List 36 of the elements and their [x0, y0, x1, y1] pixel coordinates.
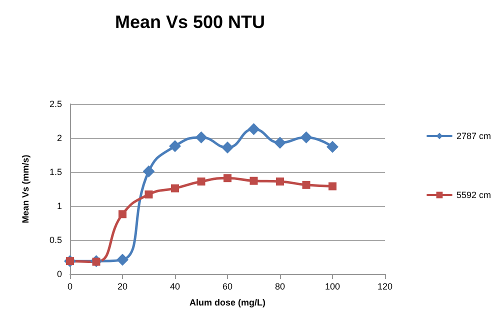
point — [222, 142, 234, 154]
point — [195, 131, 208, 144]
y-axis-title: Mean Vs (mm/s) — [20, 154, 30, 224]
point — [118, 210, 126, 218]
legend-label: 2787 cm — [456, 131, 492, 141]
point — [274, 136, 286, 149]
x-axis-title: Alum dose (mg/L) — [190, 298, 266, 308]
point — [144, 190, 153, 198]
point — [300, 131, 312, 144]
point — [224, 174, 232, 182]
y-tick-label: 0.5 — [49, 235, 62, 245]
x-tick-label: 20 — [117, 282, 128, 292]
y-tick-label: 2 — [56, 133, 62, 143]
chart-title: Mean Vs 500 NTU — [114, 12, 266, 32]
point — [171, 184, 179, 192]
point — [142, 165, 155, 178]
point — [248, 123, 260, 136]
x-tick-label: 40 — [170, 282, 180, 292]
x-tick-label: 60 — [222, 282, 233, 292]
point — [169, 140, 181, 152]
y-tick-label: 0 — [56, 269, 62, 279]
y-tick-label: 1.5 — [49, 167, 62, 177]
legend-label: 5592 cm — [456, 190, 492, 200]
x-tick-label: 100 — [324, 282, 340, 292]
y-tick-label: 2.5 — [49, 99, 62, 109]
point — [276, 178, 284, 186]
point — [302, 180, 310, 189]
x-tick-label: 120 — [377, 282, 393, 292]
x-tick-label: 80 — [274, 282, 286, 292]
point — [197, 178, 206, 186]
point — [328, 182, 336, 190]
point — [250, 176, 258, 185]
point — [326, 140, 338, 153]
y-tick-label: 1 — [56, 201, 62, 211]
x-tick-label: 0 — [67, 282, 73, 292]
point — [116, 254, 128, 266]
